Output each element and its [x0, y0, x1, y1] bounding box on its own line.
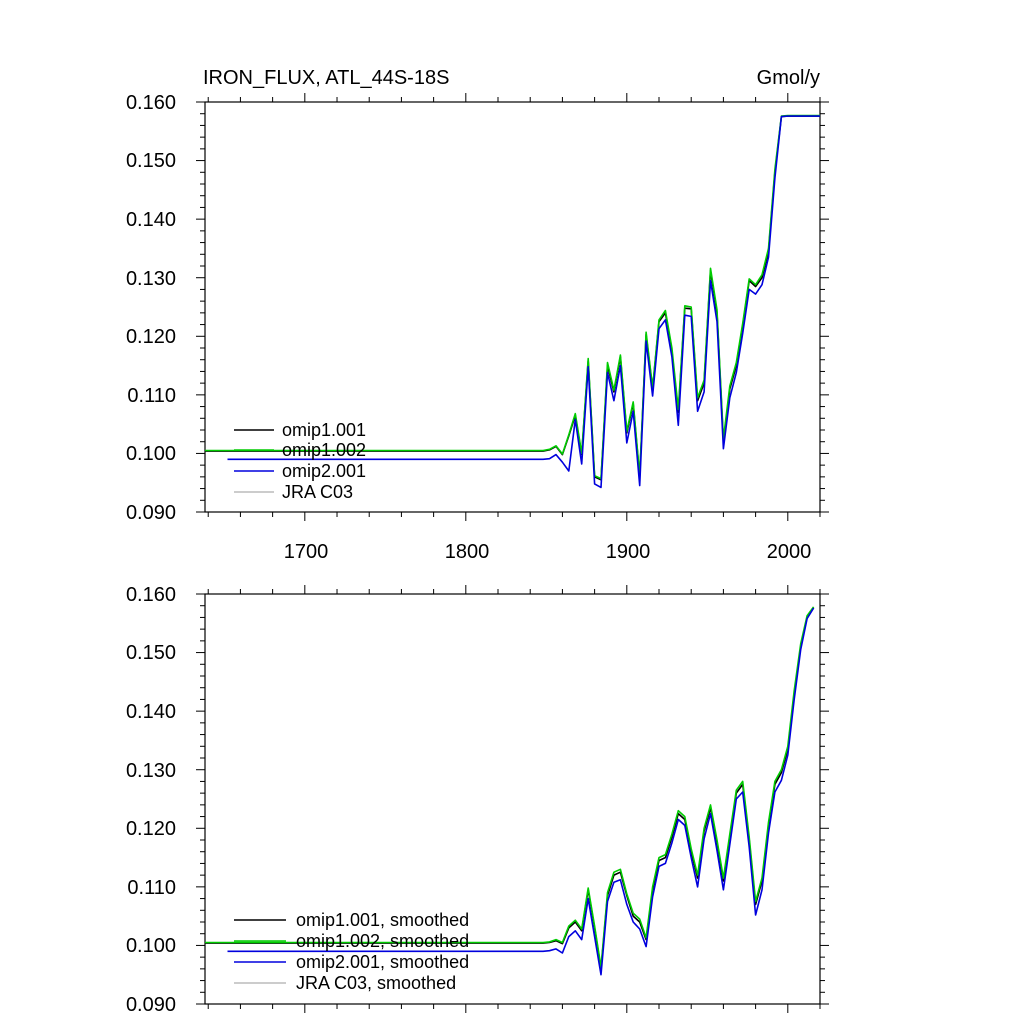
axis-ticks — [196, 93, 829, 521]
series-line-omip2-001-smoothed — [227, 607, 815, 976]
y-tick-label: 0.110 — [127, 877, 176, 899]
y-tick-label: 0.130 — [126, 268, 176, 290]
legend-label: JRA C03, smoothed — [296, 973, 456, 993]
y-tick-label: 0.110 — [127, 385, 176, 407]
series-line-omip2-001 — [227, 115, 820, 489]
legend-label: omip2.001, smoothed — [296, 952, 469, 972]
x-tick-label: 1900 — [606, 541, 651, 563]
legend: omip1.001, smoothed omip1.002, smoothed … — [234, 910, 469, 993]
series-group — [205, 114, 820, 489]
legend-label: omip1.002, smoothed — [296, 931, 469, 951]
y-axis-labels: 0.090 0.100 0.110 0.120 0.130 0.140 0.15… — [126, 92, 176, 524]
x-tick-label: 1800 — [445, 541, 490, 563]
legend-label: omip2.001 — [282, 461, 366, 481]
series-line-omip1-002-smoothed — [205, 606, 815, 968]
legend-label: JRA C03 — [282, 482, 353, 502]
y-tick-label: 0.090 — [126, 994, 176, 1016]
top-panel: IRON_FLUX, ATL_44S-18S Gmol/y 0.090 0.10… — [126, 67, 829, 563]
y-tick-label: 0.120 — [126, 818, 176, 840]
axis-ticks — [196, 585, 829, 1013]
series-group — [205, 606, 815, 976]
y-tick-label: 0.160 — [126, 92, 176, 114]
x-tick-label: 2000 — [767, 541, 812, 563]
plot-frame — [204, 593, 821, 1005]
y-tick-label: 0.140 — [126, 209, 176, 231]
y-tick-label: 0.100 — [126, 443, 176, 465]
y-tick-label: 0.090 — [126, 502, 176, 524]
units-label: Gmol/y — [757, 67, 820, 89]
legend-label: omip1.001, smoothed — [296, 910, 469, 930]
x-axis-labels: 1700 1800 1900 2000 — [284, 541, 812, 563]
y-tick-label: 0.100 — [126, 935, 176, 957]
legend-label: omip1.001 — [282, 420, 366, 440]
y-axis-labels: 0.090 0.100 0.110 0.120 0.130 0.140 0.15… — [126, 584, 176, 1016]
x-tick-label: 1700 — [284, 541, 329, 563]
bottom-panel: 0.090 0.100 0.110 0.120 0.130 0.140 0.15… — [126, 584, 829, 1016]
y-tick-label: 0.140 — [126, 701, 176, 723]
legend: omip1.001 omip1.002 omip2.001 JRA C03 — [234, 420, 366, 502]
chart-title: IRON_FLUX, ATL_44S-18S — [203, 67, 449, 89]
legend-label: omip1.002 — [282, 440, 366, 460]
y-tick-label: 0.160 — [126, 584, 176, 606]
y-tick-label: 0.150 — [126, 642, 176, 664]
y-tick-label: 0.130 — [126, 760, 176, 782]
y-tick-label: 0.150 — [126, 150, 176, 172]
plot-frame — [204, 101, 821, 513]
y-tick-label: 0.120 — [126, 326, 176, 348]
